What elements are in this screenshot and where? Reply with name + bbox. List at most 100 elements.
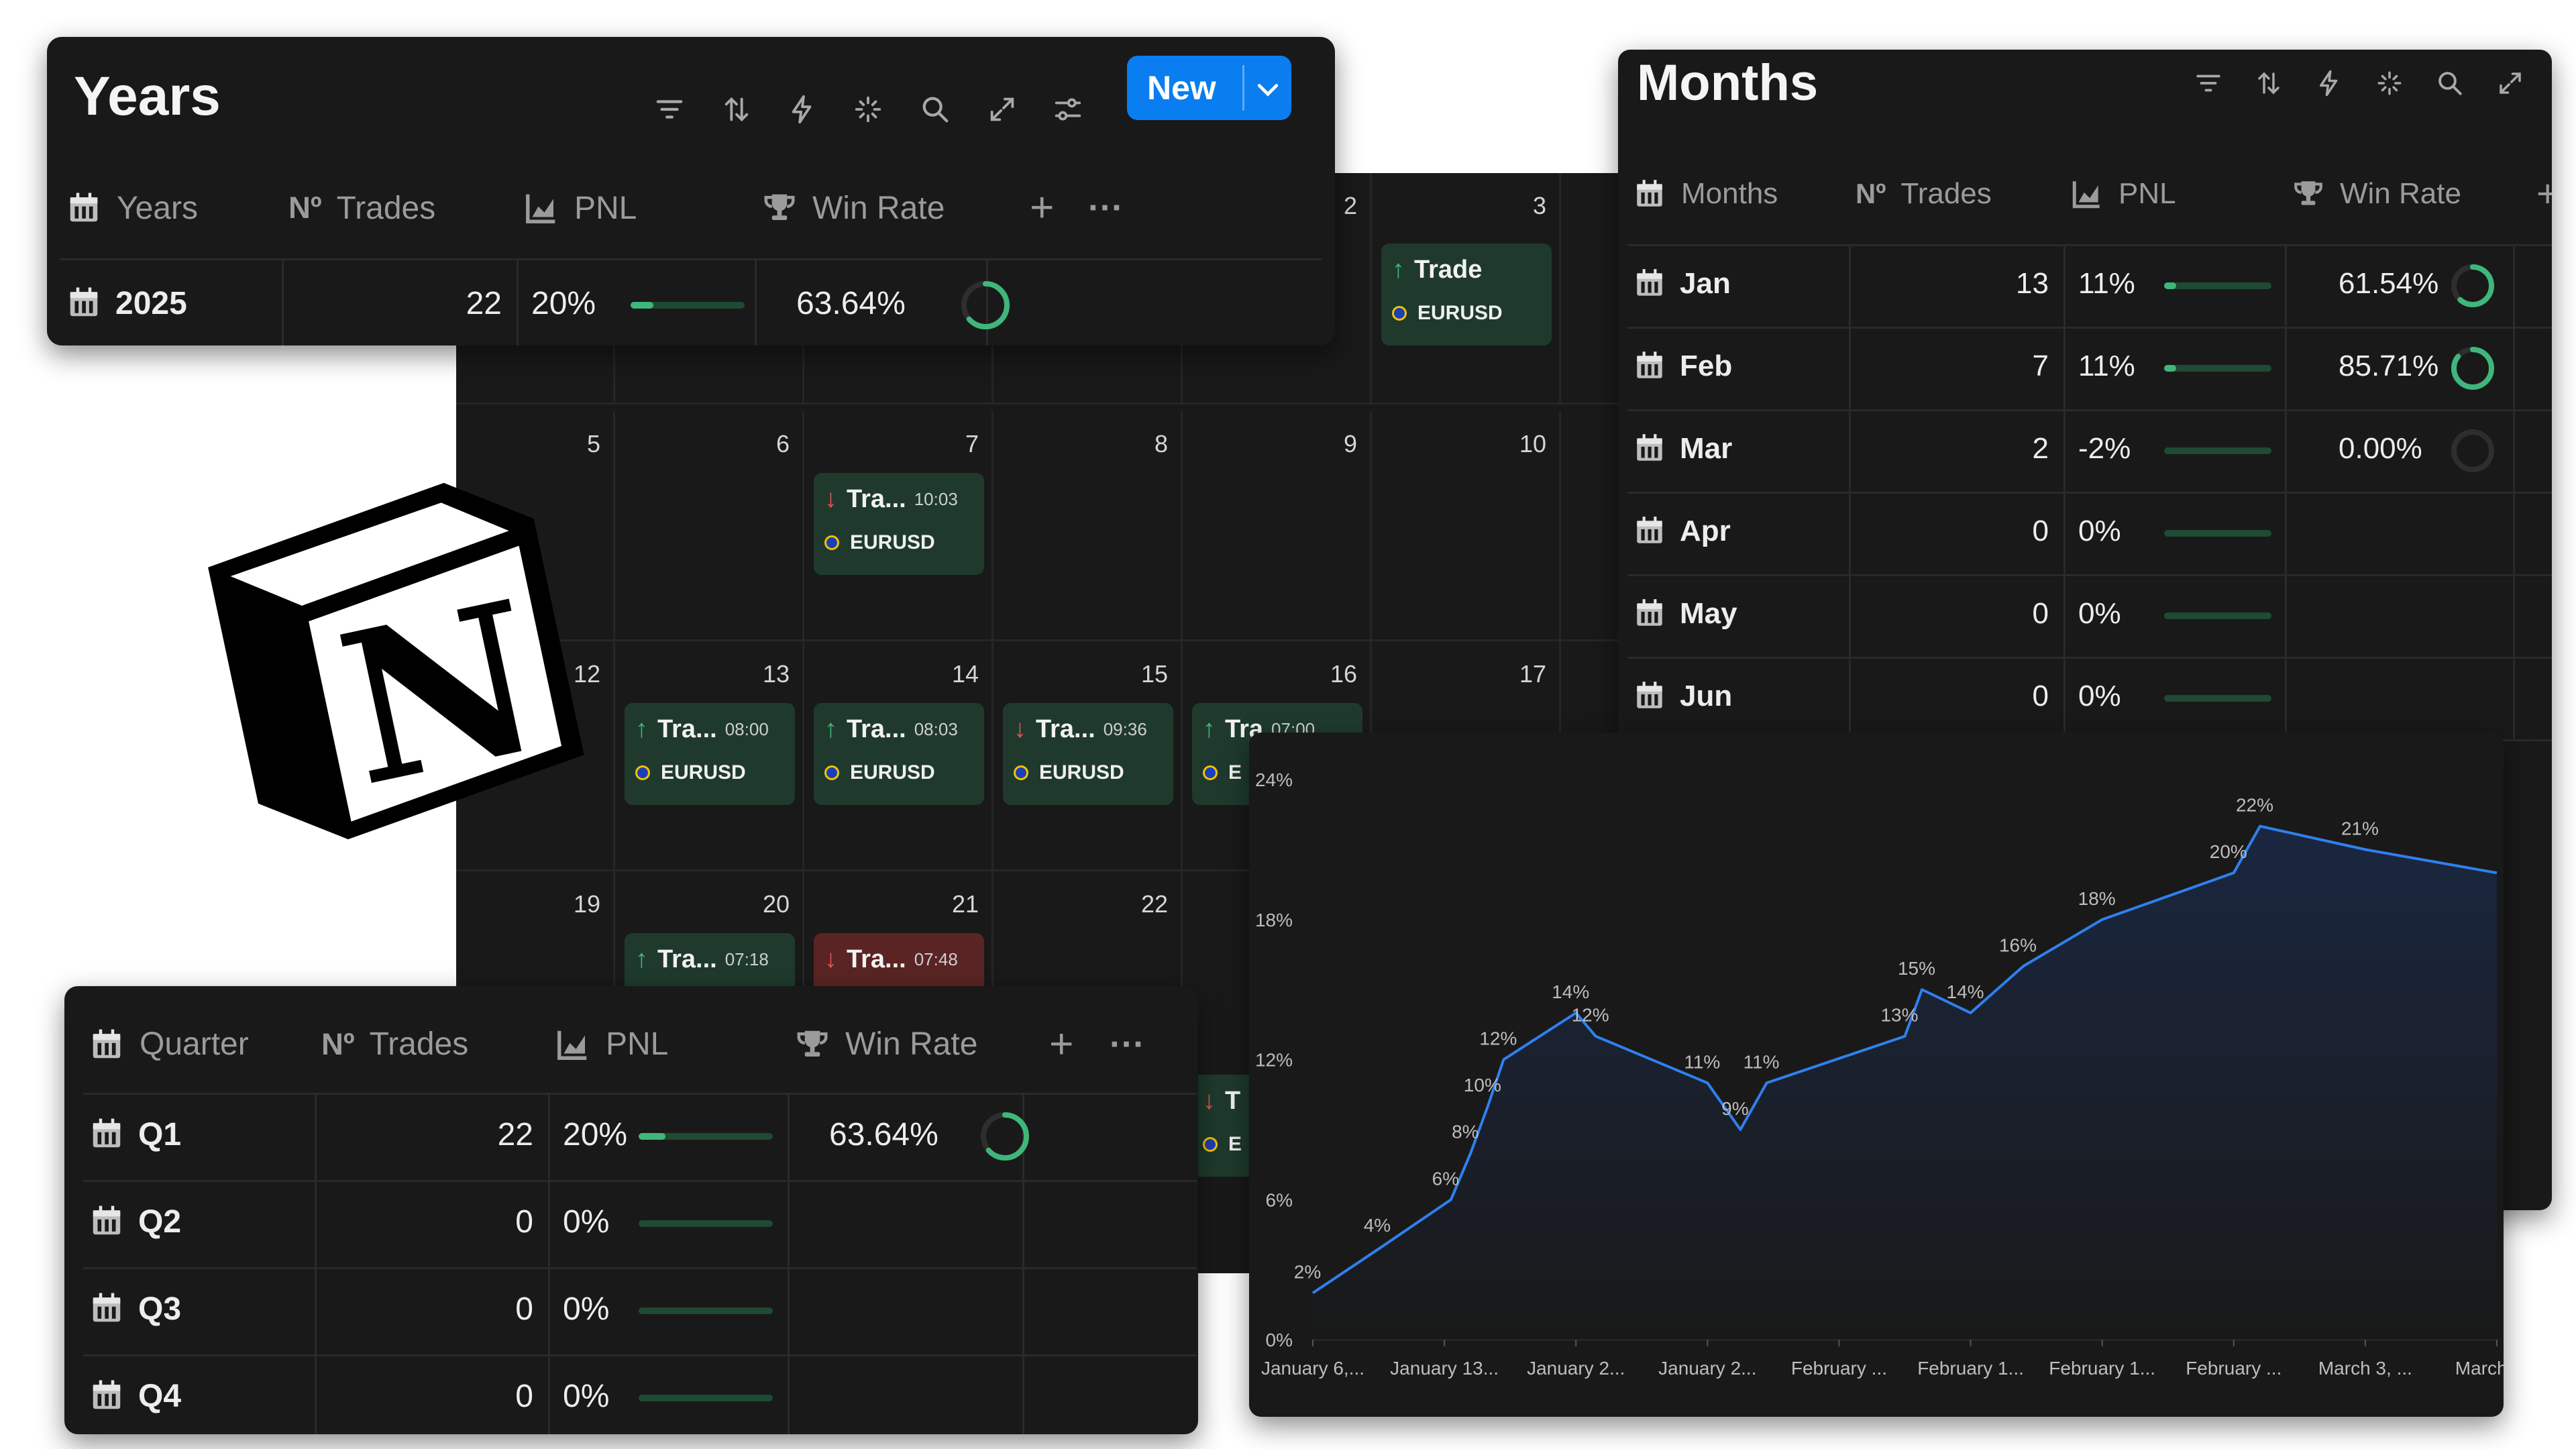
column-header-trades[interactable]: Nº Trades: [1856, 144, 1992, 244]
calendar-cell[interactable]: [1183, 411, 1372, 641]
sort-icon[interactable]: [2250, 64, 2288, 102]
calendar-cell[interactable]: [1372, 411, 1561, 641]
win-rate-value: 85.71%: [2339, 350, 2439, 383]
chevron-down-icon[interactable]: [1253, 73, 1283, 112]
calendar-cell[interactable]: [994, 641, 1183, 871]
trade-event-title: ↓ T: [1203, 1087, 1352, 1116]
column-header-pnl[interactable]: PNL: [2070, 144, 2176, 244]
column-header-pnl[interactable]: PNL: [523, 158, 637, 258]
calendar-cell[interactable]: [615, 411, 804, 641]
trade-event-card[interactable]: ↑ Tra... 08:00 EURUSD: [625, 703, 795, 805]
win-rate-value: 63.64%: [796, 286, 906, 322]
pnl-progress-bar: [639, 1307, 773, 1314]
months-row[interactable]: May 0 0%: [1627, 574, 2552, 659]
column-divider: [2063, 492, 2065, 574]
trade-event-card[interactable]: ↓ Tra... 10:03 EURUSD: [814, 473, 984, 575]
sparkle-icon[interactable]: [2371, 64, 2408, 102]
quarters-row[interactable]: Q3 0 0%: [83, 1267, 1197, 1356]
calendar-cell[interactable]: [456, 641, 615, 871]
trade-time: 09:36: [1103, 719, 1147, 739]
trade-event-card[interactable]: ↑ Trade EURUSD: [1381, 244, 1552, 345]
notion-logo-icon: N: [181, 436, 610, 852]
lightning-icon[interactable]: [2310, 64, 2348, 102]
calendar-cell[interactable]: [994, 411, 1183, 641]
settings-sliders-icon[interactable]: [1049, 91, 1087, 128]
column-divider: [548, 1354, 550, 1434]
pnl-progress-bar: [631, 302, 745, 309]
months-row[interactable]: Jun 0 0%: [1627, 657, 2552, 741]
trade-event-card[interactable]: ↓ Tra... 09:36 EURUSD: [1003, 703, 1173, 805]
months-row[interactable]: Mar 2 -2% 0.00%: [1627, 409, 2552, 494]
search-icon[interactable]: [916, 91, 954, 128]
eu-flag-icon: [635, 765, 650, 780]
calendar-cell[interactable]: [1183, 173, 1372, 405]
column-header-label: PNL: [2118, 177, 2176, 210]
trade-time: 08:03: [914, 719, 958, 739]
row-label[interactable]: 2025: [115, 286, 187, 322]
calendar-cell[interactable]: [615, 641, 804, 871]
column-header-trades[interactable]: Nº Trades: [321, 996, 468, 1093]
x-tick-label: January 6,...: [1261, 1358, 1364, 1379]
arrow-down-icon: ↓: [1203, 1087, 1216, 1115]
column-header-win-rate[interactable]: Win Rate: [794, 996, 977, 1093]
add-column-plus-icon[interactable]: +: [1030, 184, 1055, 231]
column-header-label: Win Rate: [2340, 177, 2461, 210]
sort-icon[interactable]: [718, 91, 755, 128]
calendar-icon: [66, 190, 102, 226]
row-label[interactable]: Q2: [138, 1204, 182, 1240]
quarters-row[interactable]: Q4 0 0%: [83, 1354, 1197, 1434]
row-label[interactable]: Q3: [138, 1291, 182, 1328]
row-label[interactable]: Jun: [1680, 680, 1733, 713]
column-header-months[interactable]: Months: [1633, 144, 1778, 244]
add-column-plus-icon[interactable]: +: [2536, 172, 2552, 215]
calendar-cell[interactable]: [804, 641, 994, 871]
more-options-icon[interactable]: ···: [1110, 1024, 1145, 1064]
years-row[interactable]: 2025 22 20% 63.64%: [60, 258, 1322, 345]
trades-count: 7: [2032, 350, 2049, 383]
column-header-trades[interactable]: Nº Trades: [288, 158, 435, 258]
column-header-win-rate[interactable]: Win Rate: [761, 158, 945, 258]
trade-event-card[interactable]: ↑ Tra... 08:03 EURUSD: [814, 703, 984, 805]
search-icon[interactable]: [2431, 64, 2469, 102]
trades-count: 13: [2016, 267, 2049, 301]
data-label: 6%: [1432, 1168, 1459, 1189]
new-button[interactable]: New: [1127, 56, 1291, 120]
trade-time: 08:00: [724, 719, 769, 739]
data-label: 12%: [1572, 1005, 1609, 1026]
quarters-row[interactable]: Q1 22 20% 63.64%: [83, 1093, 1197, 1182]
calendar-cell[interactable]: [804, 411, 994, 641]
row-label[interactable]: Feb: [1680, 350, 1733, 383]
column-header-win-rate[interactable]: Win Rate: [2292, 144, 2461, 244]
calendar-day-number: 12: [573, 660, 600, 688]
number-icon: Nº: [321, 1026, 355, 1061]
trade-event-title: ↓ Tra... 10:03: [824, 485, 973, 514]
row-label[interactable]: Q4: [138, 1379, 182, 1415]
expand-icon[interactable]: [2491, 64, 2529, 102]
months-row[interactable]: Apr 0 0%: [1627, 492, 2552, 576]
add-column-plus-icon[interactable]: +: [1049, 1021, 1074, 1067]
more-options-icon[interactable]: ···: [1088, 188, 1124, 227]
row-label[interactable]: Jan: [1680, 267, 1731, 301]
column-header-years[interactable]: Years: [66, 158, 198, 258]
filter-icon[interactable]: [651, 91, 688, 128]
calendar-cell[interactable]: [1372, 173, 1561, 405]
expand-icon[interactable]: [983, 91, 1021, 128]
column-header-pnl[interactable]: PNL: [555, 996, 668, 1093]
pnl-progress-fill: [639, 1133, 665, 1140]
column-divider: [517, 258, 519, 345]
trades-count: 0: [515, 1204, 533, 1240]
row-label[interactable]: Mar: [1680, 432, 1733, 466]
months-row[interactable]: Feb 7 11% 85.71%: [1627, 327, 2552, 411]
row-label[interactable]: Q1: [138, 1117, 182, 1153]
column-header-quarter[interactable]: Quarter: [89, 996, 249, 1093]
x-tick-label: March 3, ...: [2318, 1358, 2412, 1379]
months-row[interactable]: Jan 13 11% 61.54%: [1627, 244, 2552, 329]
trades-count: 2: [2032, 432, 2049, 466]
row-label[interactable]: Apr: [1680, 515, 1731, 548]
sparkle-icon[interactable]: [849, 91, 887, 128]
quarters-row[interactable]: Q2 0 0%: [83, 1180, 1197, 1269]
lightning-icon[interactable]: [784, 91, 821, 128]
column-divider: [2513, 244, 2515, 327]
filter-icon[interactable]: [2190, 64, 2227, 102]
row-label[interactable]: May: [1680, 597, 1737, 631]
